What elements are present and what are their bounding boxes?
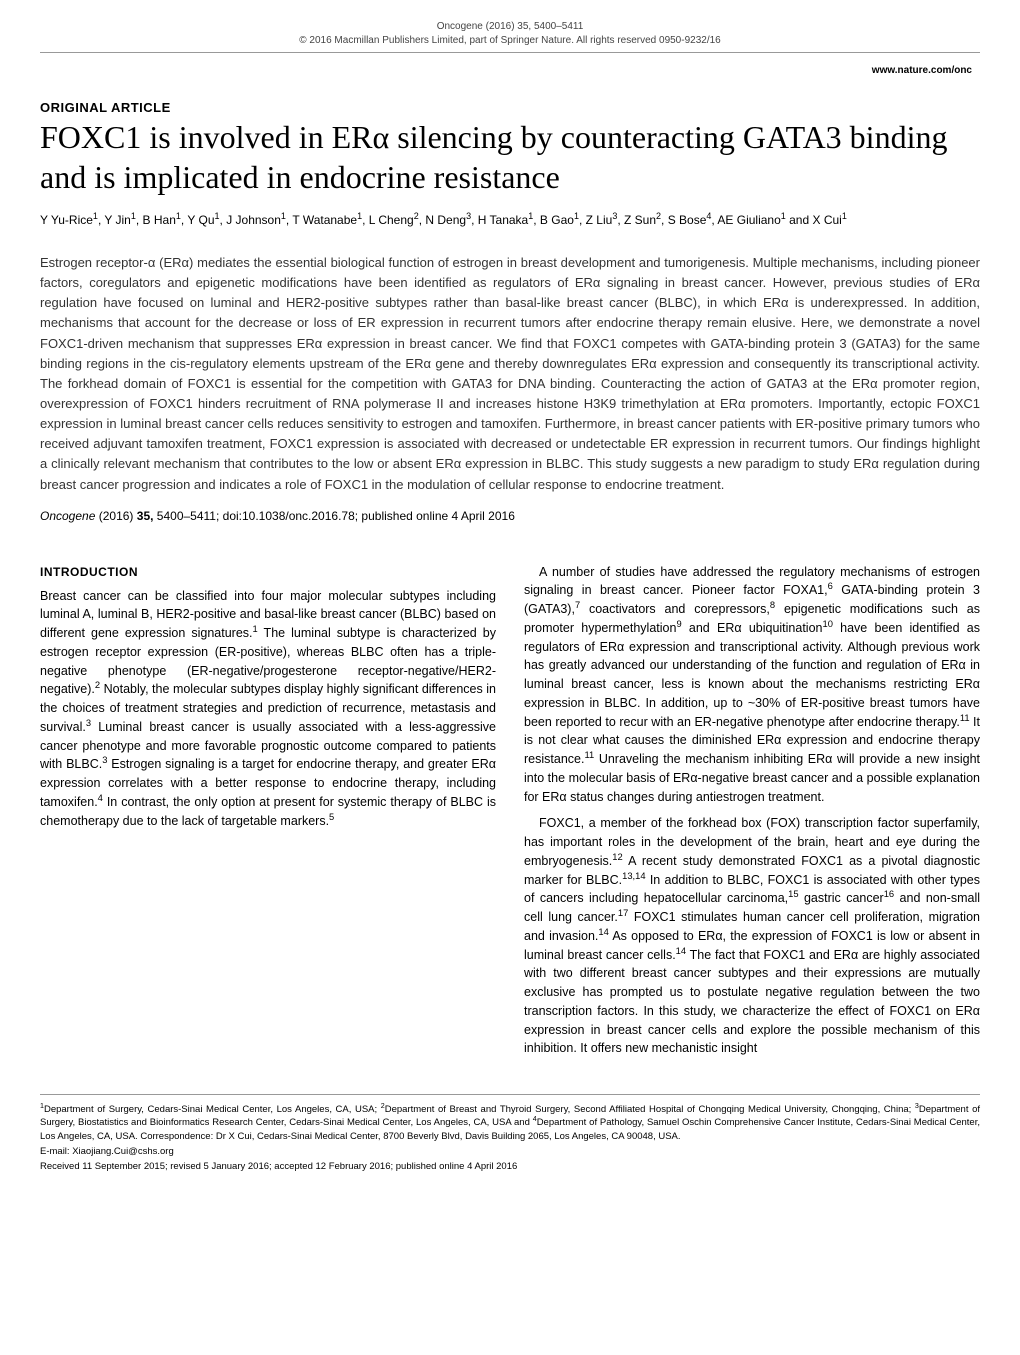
correspondence-email: E-mail: Xiaojiang.Cui@cshs.org	[40, 1145, 980, 1158]
citation-rest: 5400–5411; doi:10.1038/onc.2016.78; publ…	[157, 509, 515, 523]
intro-para-3: FOXC1, a member of the forkhead box (FOX…	[524, 814, 980, 1058]
affiliations: 1Department of Surgery, Cedars-Sinai Med…	[40, 1103, 980, 1143]
intro-para-2: A number of studies have addressed the r…	[524, 563, 980, 807]
header-rule	[40, 52, 980, 53]
citation-volume: 35,	[137, 509, 154, 523]
journal-issue-line: Oncogene (2016) 35, 5400–5411	[40, 20, 980, 34]
citation-line: Oncogene (2016) 35, 5400–5411; doi:10.10…	[40, 509, 980, 523]
abstract: Estrogen receptor-α (ERα) mediates the e…	[40, 253, 980, 495]
author-list: Y Yu-Rice1, Y Jin1, B Han1, Y Qu1, J Joh…	[40, 211, 980, 229]
intro-para-1: Breast cancer can be classified into fou…	[40, 587, 496, 831]
body-columns: INTRODUCTION Breast cancer can be classi…	[40, 563, 980, 1059]
article-dates: Received 11 September 2015; revised 5 Ja…	[40, 1160, 980, 1173]
journal-url: www.nature.com/onc	[40, 65, 980, 76]
article-title: FOXC1 is involved in ERα silencing by co…	[40, 117, 980, 197]
section-heading-introduction: INTRODUCTION	[40, 563, 496, 581]
citation-year: (2016)	[99, 509, 134, 523]
article-type: ORIGINAL ARTICLE	[40, 100, 980, 115]
copyright-line: © 2016 Macmillan Publishers Limited, par…	[40, 34, 980, 48]
citation-journal: Oncogene	[40, 509, 95, 523]
header-meta: Oncogene (2016) 35, 5400–5411 © 2016 Mac…	[40, 20, 980, 48]
footer-rule	[40, 1094, 980, 1095]
